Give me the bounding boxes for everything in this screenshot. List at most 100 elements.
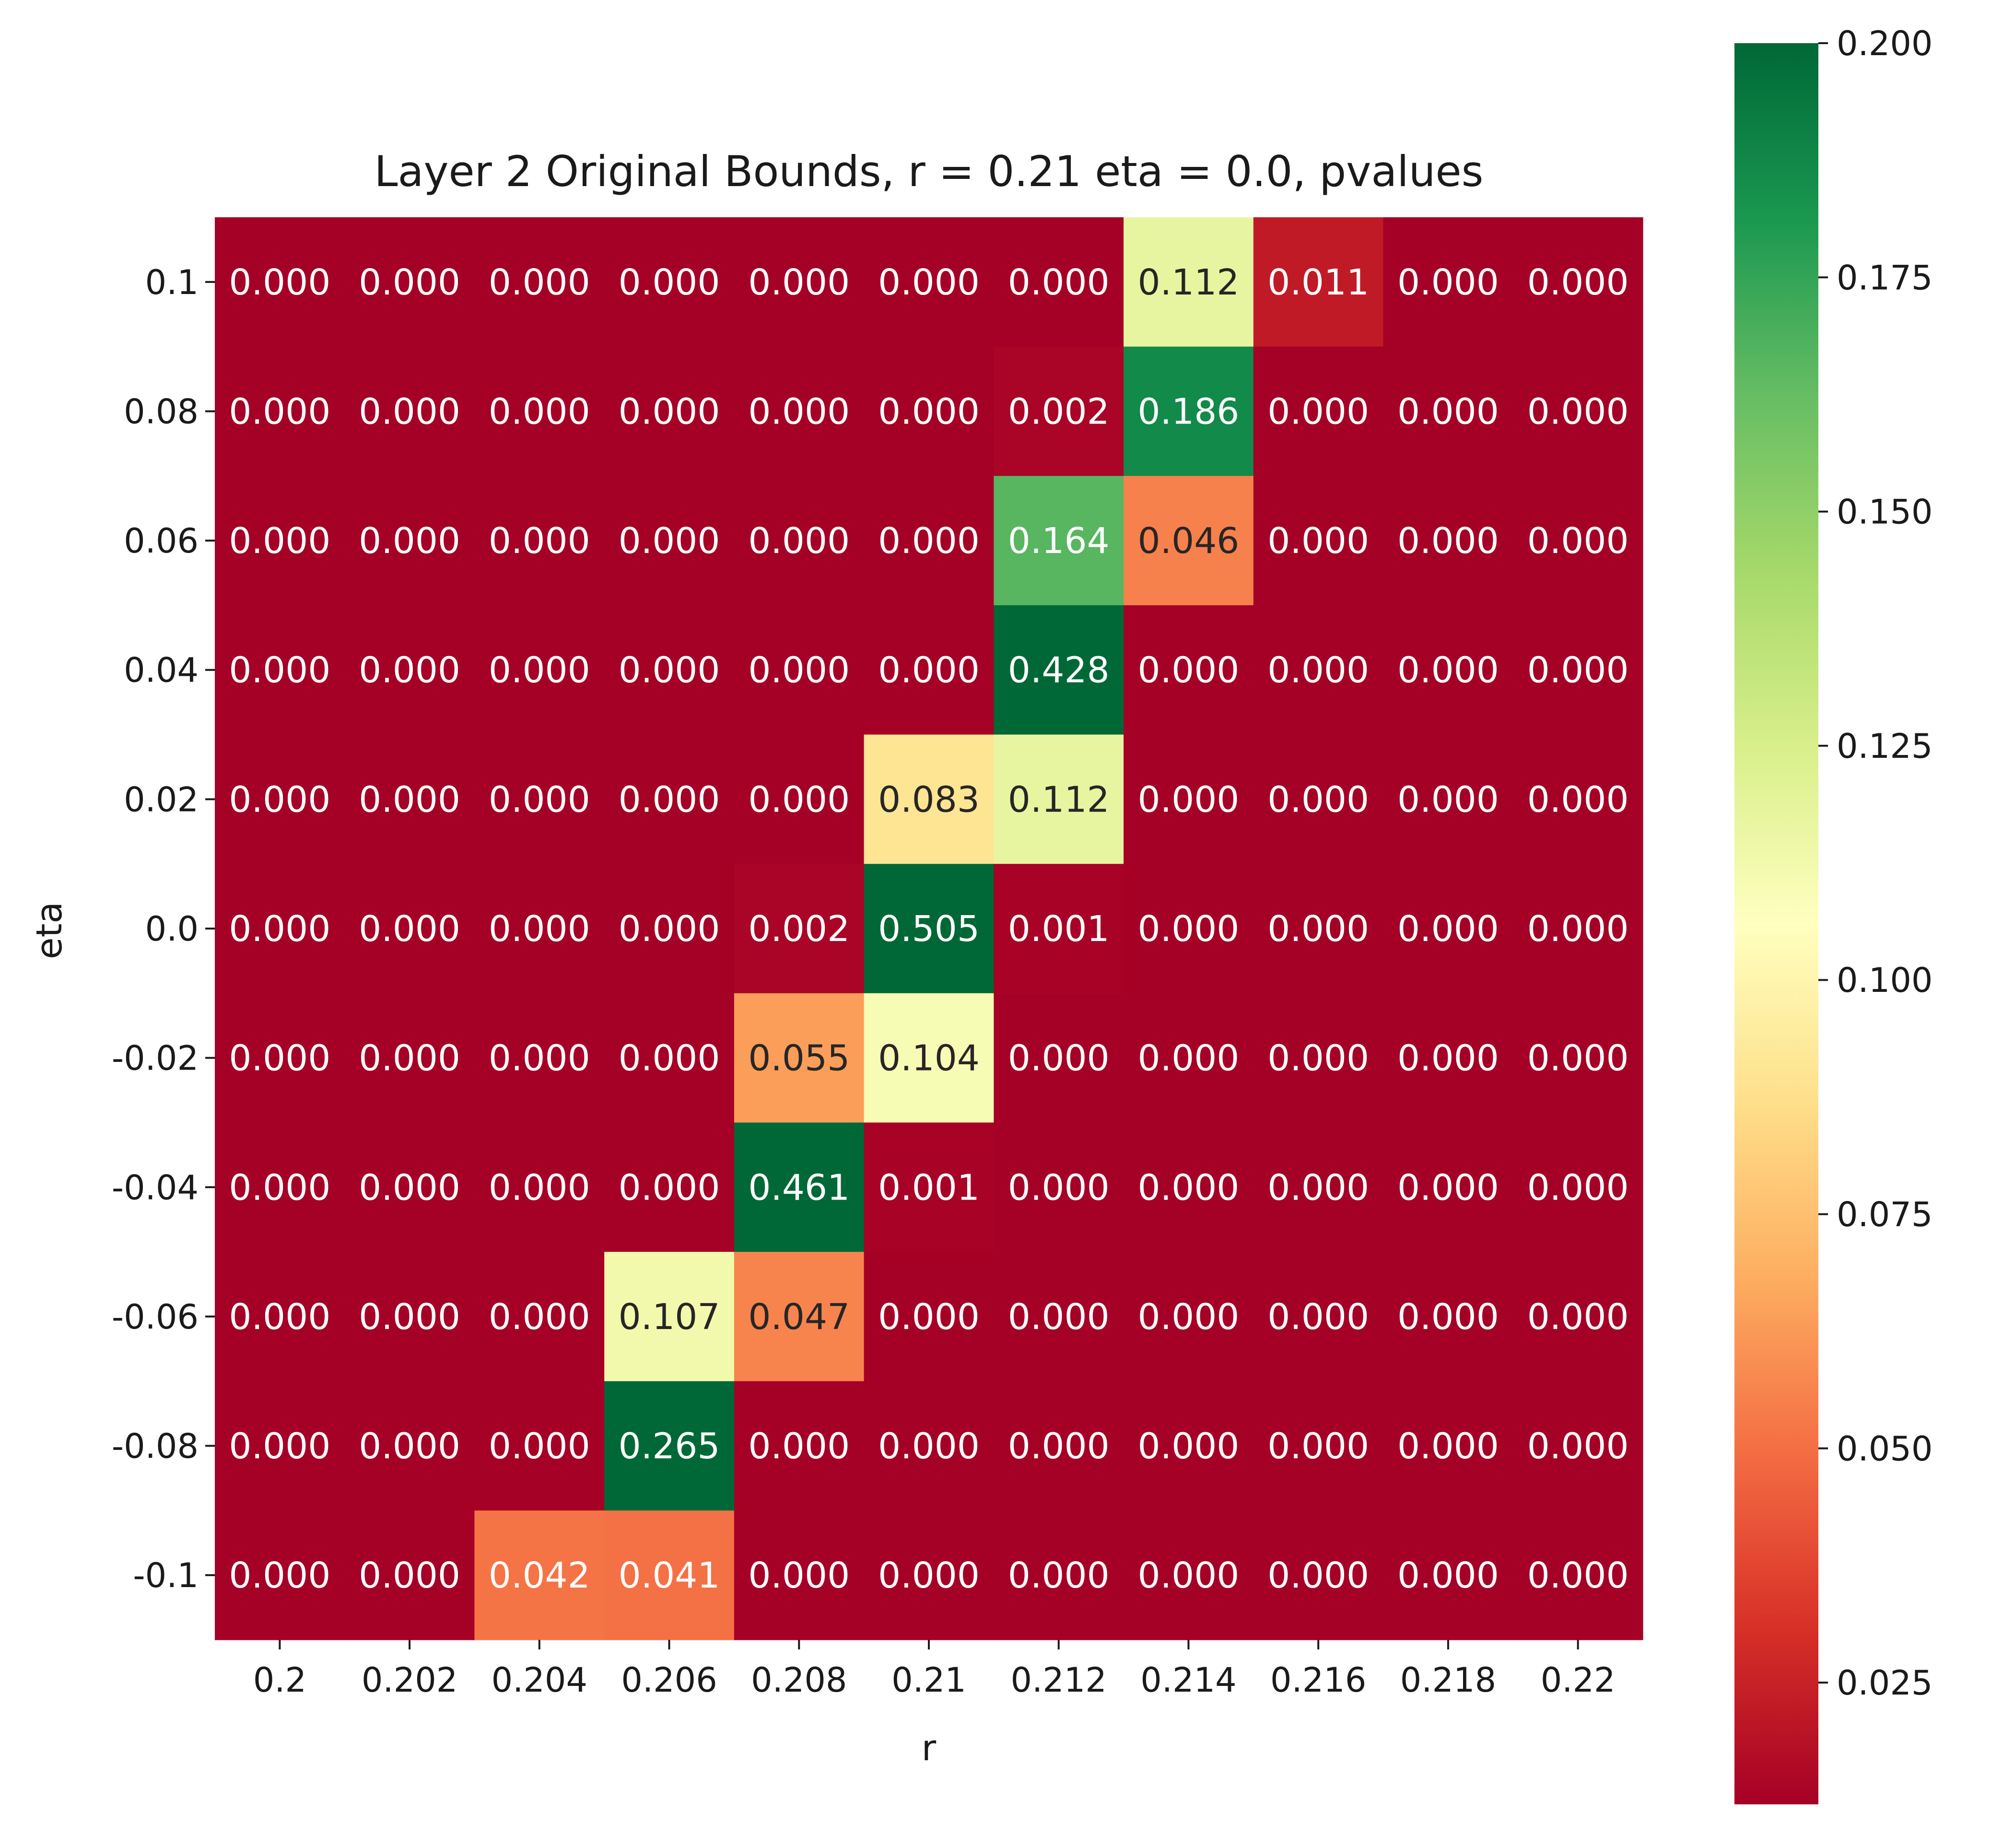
heatmap-cell (215, 1381, 345, 1511)
cell-annotation: 0.000 (1527, 650, 1629, 691)
heatmap-cell (215, 993, 345, 1123)
heatmap-cell (1513, 864, 1643, 994)
y-axis: 0.1 0.08 0.06 0.04 0.02 0.0 -0.02 -0.04 -0.06 -0.… (112, 263, 215, 1595)
heatmap-cell (1383, 605, 1513, 735)
heatmap-cell (604, 605, 735, 735)
heatmap-cell (734, 1252, 865, 1382)
cell-annotation: 0.000 (1138, 908, 1240, 950)
cell-annotation: 0.265 (619, 1426, 720, 1467)
cell-annotation: 0.000 (489, 779, 590, 820)
colorbar: 0.025 0.050 0.075 0.100 0.125 0.150 0.175 0.200 (1734, 24, 1932, 1804)
cell-annotation: 0.000 (359, 391, 460, 432)
cell-annotation: 0.000 (1138, 1555, 1240, 1596)
cell-annotation: 0.000 (1527, 520, 1629, 562)
cell-annotation: 0.112 (1008, 779, 1110, 820)
heatmap-cell (1253, 734, 1384, 864)
cell-annotation: 0.461 (748, 1167, 850, 1208)
heatmap-cell (734, 1510, 865, 1640)
heatmap-cell (734, 1122, 865, 1252)
heatmap-cell (344, 476, 475, 606)
cell-annotation: 0.000 (1267, 391, 1369, 432)
cell-annotation: 0.000 (878, 650, 980, 691)
cell-annotation: 0.000 (1397, 779, 1499, 820)
heatmap-cell (1383, 864, 1513, 994)
x-axis: 0.2 0.202 0.204 0.206 0.208 0.21 0.212 0.214 0.2… (253, 1640, 1616, 1700)
cell-annotation: 0.000 (1527, 1167, 1629, 1208)
heatmap-cell (344, 993, 475, 1123)
cell-annotation: 0.000 (229, 1296, 330, 1338)
cell-annotation: 0.000 (1397, 1426, 1499, 1467)
heatmap-cell (994, 217, 1124, 347)
heatmap-cell (215, 864, 345, 994)
cell-annotation: 0.011 (1267, 262, 1369, 303)
heatmap-cell (215, 1122, 345, 1252)
heatmap-cell (1513, 734, 1643, 864)
cell-annotation: 0.000 (229, 1555, 330, 1596)
cell-annotation: 0.000 (229, 520, 330, 562)
x-tick-label: 0.214 (1140, 1660, 1236, 1700)
heatmap-cell (1513, 217, 1643, 347)
x-tick-label: 0.216 (1270, 1660, 1366, 1700)
cell-annotation: 0.000 (1008, 1555, 1110, 1596)
cell-annotation: 0.000 (489, 650, 590, 691)
heatmap-cell (604, 1510, 735, 1640)
cell-annotation: 0.000 (1397, 908, 1499, 950)
colorbar-tick-label: 0.050 (1837, 1429, 1932, 1469)
cell-annotation: 0.000 (359, 520, 460, 562)
heatmap-cell (864, 993, 994, 1123)
y-tick-label: -0.06 (112, 1297, 199, 1337)
cell-annotation: 0.000 (1267, 1167, 1369, 1208)
cell-annotation: 0.000 (359, 262, 460, 303)
heatmap-cell (474, 864, 605, 994)
cell-annotation: 0.000 (489, 262, 590, 303)
colorbar-tick-label: 0.075 (1837, 1195, 1932, 1234)
heatmap-cell (604, 1252, 735, 1382)
y-tick-label: -0.02 (112, 1039, 199, 1078)
heatmap-cell (994, 864, 1124, 994)
cell-annotation: 0.000 (1527, 391, 1629, 432)
y-tick-label: -0.1 (133, 1556, 199, 1595)
heatmap-cell (1383, 476, 1513, 606)
cell-annotation: 0.000 (1527, 1555, 1629, 1596)
cell-annotation: 0.000 (878, 1296, 980, 1338)
cell-annotation: 0.001 (878, 1167, 980, 1208)
y-tick-label: -0.04 (112, 1168, 199, 1207)
heatmap-cell (1513, 476, 1643, 606)
heatmap-cell (215, 217, 345, 347)
heatmap-cell (344, 734, 475, 864)
cell-annotation: 0.000 (1267, 650, 1369, 691)
cell-annotation: 0.000 (1008, 262, 1110, 303)
cell-annotation: 0.000 (359, 908, 460, 950)
cell-annotation: 0.000 (489, 1038, 590, 1079)
heatmap-cell (1383, 1381, 1513, 1511)
heatmap-cell (734, 217, 865, 347)
cell-annotation: 0.000 (359, 1038, 460, 1079)
heatmap-cell (994, 605, 1124, 735)
heatmap-cell (1513, 1122, 1643, 1252)
cell-annotation: 0.000 (878, 262, 980, 303)
heatmap-cell (734, 346, 865, 476)
cell-annotation: 0.000 (1397, 1038, 1499, 1079)
heatmap-cells (215, 217, 1643, 1640)
cell-annotation: 0.000 (229, 262, 330, 303)
heatmap-cell (604, 476, 735, 606)
heatmap-cell (1253, 476, 1384, 606)
cell-annotation: 0.046 (1138, 520, 1240, 562)
y-tick-label: 0.08 (124, 392, 199, 431)
heatmap-cell (604, 217, 735, 347)
heatmap-cell (1253, 1252, 1384, 1382)
heatmap-cell (215, 346, 345, 476)
cell-annotation: 0.002 (1008, 391, 1110, 432)
heatmap-cell (474, 217, 605, 347)
cell-annotation: 0.000 (748, 391, 850, 432)
heatmap-cell (215, 734, 345, 864)
heatmap-cell (994, 1510, 1124, 1640)
heatmap-cell (1383, 1122, 1513, 1252)
x-tick-label: 0.22 (1541, 1660, 1616, 1700)
cell-annotation: 0.000 (489, 1426, 590, 1467)
cell-annotation: 0.000 (1267, 1296, 1369, 1338)
heatmap-cell (604, 346, 735, 476)
cell-annotation: 0.000 (489, 1167, 590, 1208)
heatmap-cell (344, 217, 475, 347)
